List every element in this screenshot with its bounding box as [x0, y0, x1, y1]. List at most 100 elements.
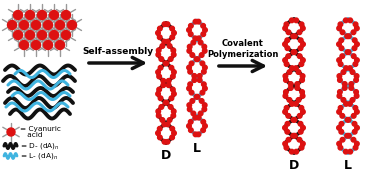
Circle shape: [187, 44, 192, 49]
Circle shape: [352, 38, 357, 43]
Circle shape: [170, 26, 174, 31]
Circle shape: [348, 66, 352, 70]
Circle shape: [344, 149, 348, 154]
Circle shape: [157, 126, 162, 131]
Circle shape: [285, 38, 290, 43]
Circle shape: [166, 39, 170, 44]
Circle shape: [192, 78, 197, 82]
Circle shape: [355, 42, 359, 46]
Circle shape: [159, 57, 164, 61]
Circle shape: [191, 40, 196, 45]
Circle shape: [337, 141, 341, 146]
Circle shape: [337, 26, 341, 31]
Circle shape: [156, 52, 161, 57]
Circle shape: [355, 58, 359, 62]
Circle shape: [187, 49, 192, 53]
Circle shape: [300, 94, 305, 98]
Circle shape: [301, 141, 305, 146]
Circle shape: [342, 86, 347, 90]
Circle shape: [348, 102, 352, 106]
Circle shape: [166, 78, 171, 83]
Circle shape: [301, 110, 305, 114]
Circle shape: [341, 98, 346, 102]
Circle shape: [349, 86, 353, 90]
Circle shape: [168, 105, 173, 109]
Circle shape: [43, 41, 53, 49]
Circle shape: [353, 62, 358, 66]
Circle shape: [50, 30, 59, 40]
Circle shape: [37, 30, 46, 40]
Circle shape: [300, 90, 304, 94]
Circle shape: [338, 145, 343, 150]
Circle shape: [286, 114, 291, 118]
Circle shape: [293, 134, 297, 138]
Circle shape: [165, 22, 170, 27]
Circle shape: [188, 69, 192, 74]
Circle shape: [284, 62, 289, 66]
Circle shape: [198, 40, 203, 45]
Circle shape: [353, 22, 358, 27]
Circle shape: [201, 32, 206, 36]
Circle shape: [345, 50, 350, 54]
Circle shape: [172, 92, 176, 96]
Circle shape: [198, 111, 203, 116]
Text: = D- (dA)$_n$: = D- (dA)$_n$: [20, 141, 60, 151]
Circle shape: [43, 20, 53, 30]
Circle shape: [283, 141, 287, 146]
Circle shape: [171, 113, 176, 118]
Circle shape: [298, 46, 303, 51]
Circle shape: [163, 61, 168, 66]
Circle shape: [338, 78, 342, 82]
Circle shape: [291, 117, 296, 122]
Circle shape: [285, 46, 290, 51]
Circle shape: [201, 82, 206, 87]
Circle shape: [158, 26, 162, 31]
Circle shape: [170, 35, 175, 40]
Circle shape: [286, 30, 291, 35]
Circle shape: [171, 52, 176, 57]
Circle shape: [201, 69, 206, 74]
Circle shape: [161, 83, 166, 87]
Circle shape: [156, 109, 161, 114]
Circle shape: [294, 18, 299, 23]
Circle shape: [337, 74, 342, 78]
Circle shape: [283, 110, 287, 114]
Circle shape: [157, 35, 162, 40]
Circle shape: [284, 145, 289, 150]
Circle shape: [162, 22, 167, 27]
Circle shape: [163, 100, 168, 105]
Circle shape: [295, 82, 300, 86]
Circle shape: [197, 74, 202, 78]
Circle shape: [172, 70, 176, 74]
Circle shape: [56, 20, 65, 30]
Circle shape: [165, 140, 170, 144]
Circle shape: [298, 122, 303, 126]
Circle shape: [201, 128, 205, 132]
Circle shape: [171, 109, 176, 114]
Circle shape: [291, 34, 296, 39]
Circle shape: [188, 120, 193, 124]
Circle shape: [285, 129, 290, 134]
Text: L: L: [344, 159, 352, 172]
Circle shape: [291, 134, 296, 138]
Circle shape: [193, 19, 198, 24]
Circle shape: [14, 30, 23, 40]
Circle shape: [156, 131, 160, 135]
Circle shape: [284, 106, 289, 110]
Circle shape: [352, 129, 357, 134]
Circle shape: [193, 115, 198, 120]
Circle shape: [201, 23, 205, 28]
Circle shape: [192, 74, 197, 78]
Circle shape: [352, 54, 356, 58]
Circle shape: [31, 20, 40, 30]
Circle shape: [189, 23, 193, 28]
Circle shape: [296, 70, 301, 74]
Circle shape: [350, 98, 355, 102]
Circle shape: [191, 111, 196, 116]
Circle shape: [283, 94, 288, 98]
Circle shape: [296, 98, 301, 102]
Circle shape: [287, 70, 292, 74]
Circle shape: [294, 102, 298, 106]
Circle shape: [283, 26, 287, 31]
Circle shape: [284, 78, 288, 82]
